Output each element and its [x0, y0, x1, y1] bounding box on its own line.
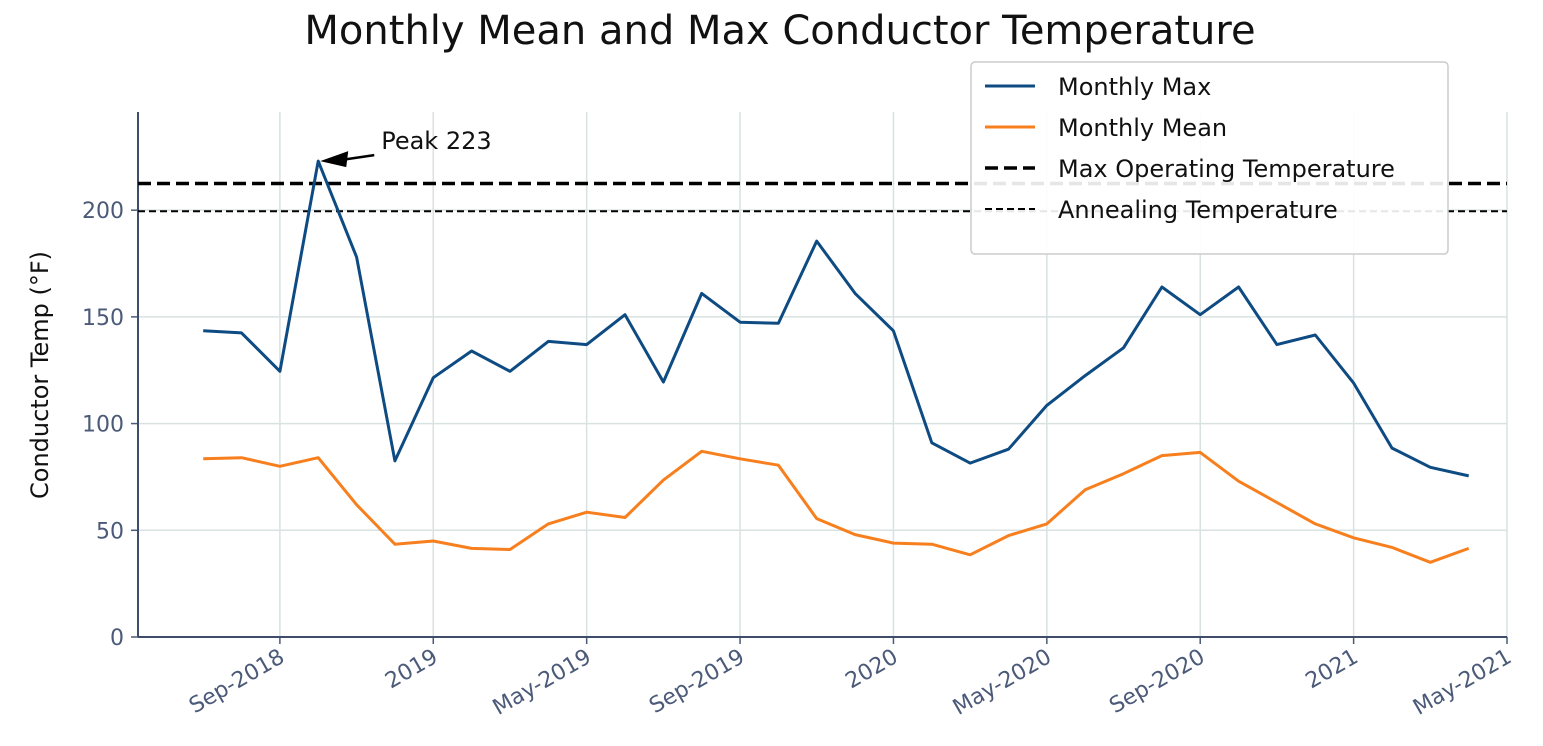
x-tick-label: 2019: [381, 645, 442, 695]
legend-box: [970, 61, 1449, 255]
y-tick-label: 150: [82, 306, 124, 331]
legend: Monthly Max Monthly Mean Max Operating Tem…: [970, 61, 1449, 255]
y-tick-label: 50: [96, 519, 124, 544]
legend-label: Monthly Mean: [1058, 114, 1227, 142]
legend-label: Monthly Max: [1058, 73, 1211, 101]
x-tick-label: May-2021: [1409, 645, 1516, 721]
y-tick-label: 100: [82, 413, 124, 438]
x-tick-label: 2021: [1302, 645, 1363, 695]
x-tick-label: Sep-2020: [1105, 645, 1209, 719]
x-tick-label: May-2020: [949, 645, 1056, 721]
y-tick-label: 200: [82, 199, 124, 224]
chart-title: Monthly Mean and Max Conductor Temperatu…: [304, 8, 1255, 54]
annotation-text: Peak 223: [381, 127, 491, 155]
x-tick-label: 2020: [841, 645, 902, 695]
legend-label: Max Operating Temperature: [1058, 155, 1395, 183]
data-line: [203, 449, 1470, 564]
x-tick-label: May-2019: [489, 645, 596, 721]
legend-label: Annealing Temperature: [1058, 196, 1338, 224]
x-tick-label: Sep-2019: [645, 645, 749, 719]
y-tick-label: 0: [110, 626, 124, 651]
annotation-arrowhead: [320, 151, 349, 168]
y-axis-label: Conductor Temp (°F): [26, 251, 54, 499]
data-line: [203, 159, 1470, 478]
x-tick-label: Sep-2018: [185, 645, 289, 719]
